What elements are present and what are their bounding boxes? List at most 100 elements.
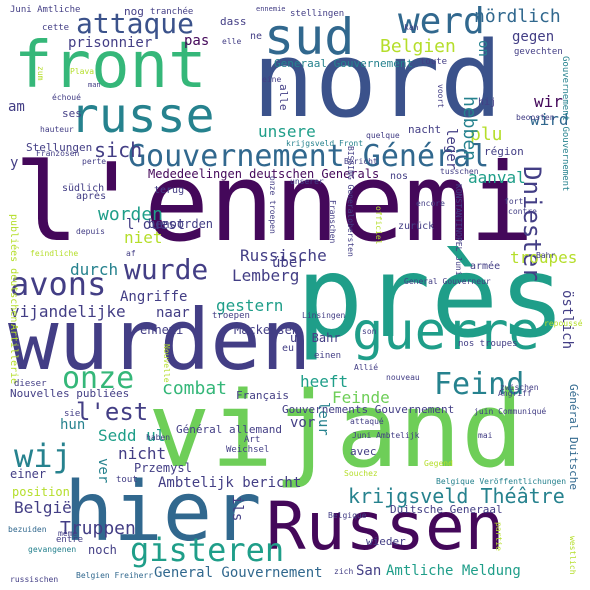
word: bezuiden <box>8 525 47 534</box>
word: encore <box>416 199 445 208</box>
word: sich <box>94 138 143 162</box>
word: südlich <box>62 183 105 194</box>
word: wird <box>530 110 569 129</box>
word: tout <box>116 475 138 485</box>
word: alle <box>277 84 290 111</box>
word: General Gouverneur <box>404 277 491 286</box>
word: l'est <box>76 398 149 426</box>
word: Franschen <box>328 200 337 244</box>
word: ne <box>250 31 263 42</box>
word: benoorden <box>148 217 214 231</box>
word: près <box>296 233 566 363</box>
word: aanval <box>468 168 526 187</box>
word: zich <box>334 567 354 576</box>
word: avons <box>10 265 107 303</box>
word: gegen <box>512 29 555 45</box>
word: Artillerie <box>8 324 19 385</box>
word: Mackensen <box>234 323 300 337</box>
word: ver <box>95 458 111 484</box>
word: on <box>475 40 491 57</box>
word: avec <box>350 445 377 458</box>
word: son <box>362 327 377 336</box>
word: nacht <box>408 123 442 136</box>
word: tusschen <box>440 167 479 176</box>
word: San <box>356 563 382 579</box>
word: leur <box>315 402 331 436</box>
word: Général allemand <box>176 423 282 436</box>
word: quelque <box>366 131 400 140</box>
word: Bahr <box>536 251 556 260</box>
word: ennemi <box>140 323 184 337</box>
word: sie <box>64 409 81 419</box>
word: Feind <box>434 367 525 402</box>
word: Russische <box>240 246 327 265</box>
word: vor <box>290 415 316 431</box>
word: wij <box>14 437 72 475</box>
word: Allié <box>354 363 379 372</box>
word: wurde <box>124 253 209 286</box>
word: östlich <box>559 290 575 350</box>
word: Gouvernements Gouvernement <box>282 403 455 416</box>
word: guerre <box>352 302 540 362</box>
word: einen <box>314 351 342 361</box>
word: beoosten <box>516 113 555 122</box>
word: fort <box>504 197 524 206</box>
word: Belgique <box>328 511 367 520</box>
word: Gegend <box>424 459 453 468</box>
word: krijgsveld Front <box>286 139 364 148</box>
word: nouveau <box>386 373 420 382</box>
word: nos troupes <box>458 339 518 349</box>
word: Stellungen <box>26 141 93 154</box>
word: wir <box>534 92 563 111</box>
word: tranchée <box>150 7 194 17</box>
word: Linsingen <box>302 311 346 320</box>
word: partie <box>494 522 503 551</box>
word: troepen <box>212 311 250 321</box>
word: l'ouest <box>126 217 186 233</box>
word: nicht <box>118 444 167 463</box>
word: terug <box>154 185 185 196</box>
word: ils <box>229 496 245 522</box>
word: Russen <box>266 488 505 565</box>
word: Amtliche Meldung <box>386 563 521 579</box>
word: cette <box>42 23 70 33</box>
word: après <box>76 191 107 202</box>
word: front <box>14 29 207 103</box>
word: worden <box>98 204 164 225</box>
word: haben <box>146 433 171 442</box>
word: russischen <box>10 575 59 584</box>
word: unserer <box>290 177 324 186</box>
word: dieser <box>14 379 47 389</box>
word: prisonnier <box>68 35 153 51</box>
word: Mededeelingen deutschen Generals <box>148 167 380 181</box>
word: Sedd ul <box>98 426 166 445</box>
word: perte <box>82 157 107 166</box>
word: feindliche <box>30 249 79 258</box>
word: repoussé <box>544 319 583 328</box>
word: l'ennemi <box>14 141 535 266</box>
word: Feinde <box>332 388 390 407</box>
word: nördlich <box>474 6 561 27</box>
word: Nouvelle <box>162 344 171 383</box>
word: Angriff <box>498 389 532 398</box>
word: Przemysl <box>134 461 192 475</box>
word: einer <box>10 467 47 481</box>
word: hebben <box>459 96 480 162</box>
word: Gouvernement Gouvernement <box>560 56 570 192</box>
word: Français <box>236 389 289 402</box>
word: elle <box>222 37 242 46</box>
word: dass <box>220 15 247 28</box>
word: zurück <box>398 221 435 232</box>
word: même <box>58 529 78 538</box>
word: zum <box>36 66 45 81</box>
word: durch <box>70 260 119 279</box>
word: région <box>484 145 524 158</box>
word: depuis <box>76 227 105 236</box>
word: onze <box>62 361 135 396</box>
word: hij <box>478 97 497 108</box>
word: leger <box>443 128 459 171</box>
word: gestern <box>216 296 284 315</box>
word: onze troepen <box>268 176 277 234</box>
word: vijandelijke <box>10 302 126 321</box>
